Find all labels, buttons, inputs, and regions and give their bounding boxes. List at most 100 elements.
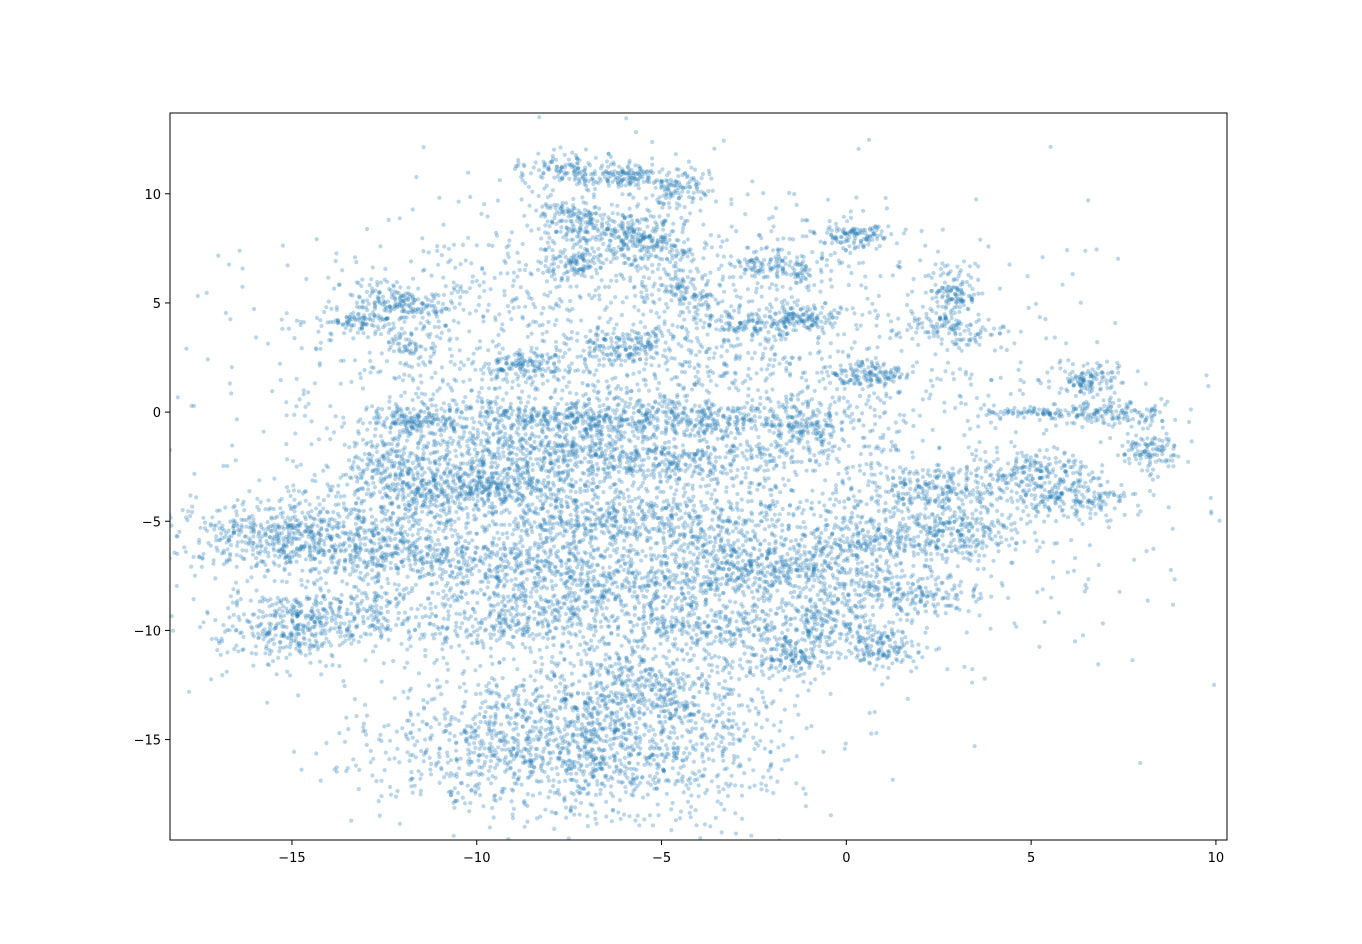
scatter-point [359,474,364,479]
scatter-point [495,762,500,767]
scatter-point [324,527,329,532]
scatter-point [591,774,597,779]
scatter-point [448,793,454,798]
scatter-point [460,704,465,709]
scatter-point [625,673,631,679]
scatter-point [383,300,388,305]
scatter-point [691,653,697,658]
scatter-point [650,682,655,687]
scatter-point [585,792,590,797]
scatter-point [334,621,339,626]
scatter-point [623,699,628,704]
scatter-point [330,610,335,615]
scatter-point [598,680,603,685]
scatter-point [292,624,297,629]
scatter-point [570,413,575,418]
scatter-point [370,443,375,448]
scatter-point [388,537,393,543]
scatter-point [215,648,220,653]
scatter-point [180,508,185,513]
scatter-point [607,743,613,748]
scatter-point [675,657,680,662]
scatter-point [281,526,286,531]
scatter-point [677,816,683,821]
scatter-point [465,656,470,661]
scatter-point [620,332,626,337]
scatter-point [447,738,452,743]
scatter-point [437,542,442,547]
scatter-point [388,288,393,293]
scatter-point [670,766,675,771]
scatter-point [579,662,584,667]
scatter-point [664,791,669,797]
scatter-point [731,760,736,766]
scatter-point [260,629,265,634]
scatter-point [668,715,674,720]
scatter-point [709,668,714,673]
scatter-point [736,726,741,731]
scatter-point [608,791,614,796]
scatter-point [776,400,781,405]
scatter-point [357,575,362,580]
scatter-point [268,597,273,602]
scatter-point [447,774,452,779]
scatter-point [539,725,544,730]
scatter-point [424,528,429,533]
scatter-point [226,606,231,611]
scatter-point [503,747,508,752]
scatter-point [309,632,314,637]
scatter-point [309,509,314,514]
scatter-point [242,556,247,562]
scatter-point [668,716,673,721]
scatter-point [294,631,299,637]
scatter-point [388,560,393,566]
scatter-point [609,784,614,789]
scatter-point [382,724,387,729]
scatter-point [459,731,464,736]
scatter-point [511,806,516,812]
scatter-point [318,778,323,783]
scatter-point [401,689,406,695]
scatter-point [421,401,426,406]
scatter-point [538,709,543,714]
scatter-point [317,502,322,507]
scatter-point [610,670,615,675]
scatter-point [249,651,254,656]
scatter-point [313,540,319,545]
scatter-point [428,523,433,528]
scatter-point [376,799,381,804]
scatter-point [483,709,488,715]
scatter-point [364,480,369,485]
scatter-point [600,726,605,731]
scatter-point [575,411,581,416]
scatter-point [319,323,324,328]
scatter-point [696,709,701,715]
scatter-point [673,818,679,823]
scatter-point [316,550,321,556]
scatter-point [605,684,610,689]
scatter-point [544,740,549,746]
scatter-point [594,740,599,745]
scatter-point [699,684,704,689]
scatter-point [597,747,602,753]
scatter-point [500,730,506,735]
scatter-point [281,645,286,650]
scatter-point [241,612,247,617]
scatter-point [297,536,302,542]
scatter-point [648,724,653,729]
scatter-point [719,801,724,807]
scatter-point [501,704,506,709]
scatter-point [355,330,360,335]
scatter-point [267,604,272,609]
scatter-point [698,734,703,739]
scatter-point [393,477,398,482]
scatter-point [582,745,588,750]
scatter-point [291,608,296,613]
scatter-point [531,729,536,734]
scatter-point [443,716,448,721]
scatter-point [461,307,466,312]
scatter-point [583,739,588,744]
scatter-point [401,451,406,456]
scatter-point [500,397,506,402]
scatter-point [453,799,458,804]
